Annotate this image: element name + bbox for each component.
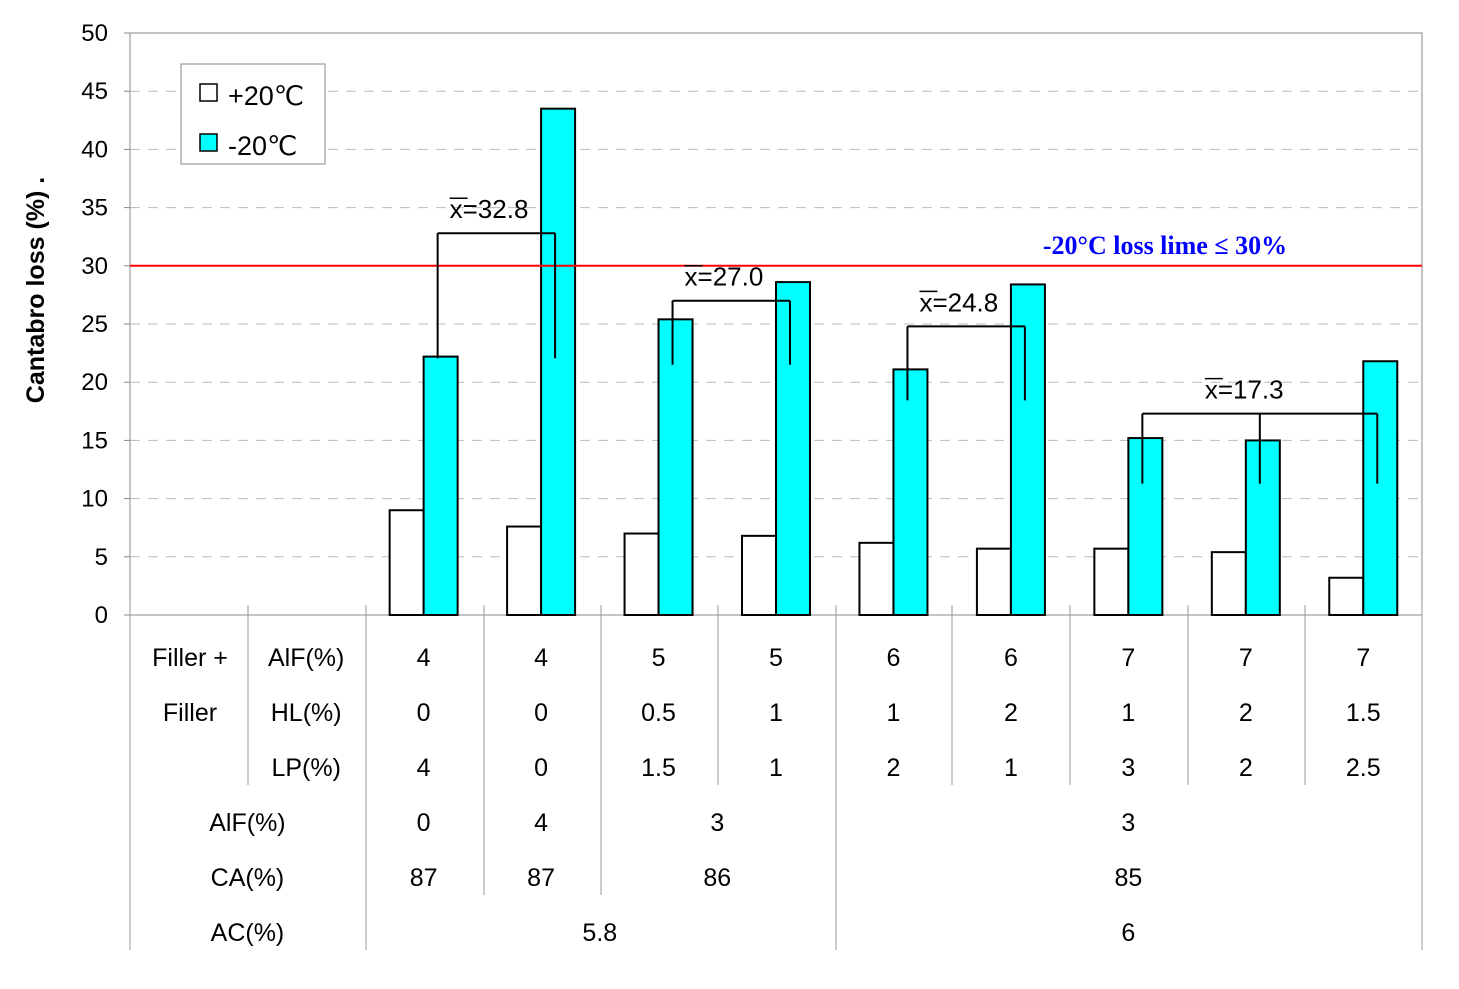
table-cell: 85 bbox=[1114, 864, 1142, 892]
table-cell: 4 bbox=[534, 809, 548, 837]
bar-plus20 bbox=[506, 525, 543, 617]
table-cell: 6 bbox=[1004, 644, 1018, 672]
y-tick-label: 35 bbox=[81, 195, 108, 222]
bar-plus20 bbox=[741, 534, 777, 617]
table-cell: 6 bbox=[1121, 919, 1135, 947]
mean-label: x=24.8 bbox=[919, 287, 998, 317]
bar-minus20 bbox=[775, 281, 811, 616]
y-tick-label: 50 bbox=[81, 20, 108, 47]
y-tick-label: 10 bbox=[81, 486, 108, 513]
y-tick-label: 5 bbox=[95, 544, 108, 571]
bar-minus20 bbox=[1244, 439, 1281, 616]
table-cell: 2 bbox=[887, 754, 901, 782]
table-cell: 86 bbox=[703, 864, 731, 892]
bar-plus20 bbox=[858, 541, 895, 616]
table-cell: 1 bbox=[887, 699, 901, 727]
bar-minus20 bbox=[1009, 283, 1046, 616]
table-cell: 0 bbox=[534, 699, 548, 727]
mean-label: x=27.0 bbox=[685, 262, 764, 292]
table-filler-label: Filler + bbox=[152, 644, 228, 672]
table-row-label: CA(%) bbox=[211, 864, 285, 892]
table-cell: 7 bbox=[1121, 644, 1135, 672]
table-row-label: HL(%) bbox=[271, 699, 342, 727]
table-cell: 2.5 bbox=[1346, 754, 1381, 782]
table-cell: 1.5 bbox=[1346, 699, 1381, 727]
legend-swatch bbox=[199, 133, 218, 152]
y-tick-label: 15 bbox=[81, 427, 108, 454]
table-cell: 6 bbox=[887, 644, 901, 672]
table-cell: 1 bbox=[769, 754, 783, 782]
table-cell: 5 bbox=[652, 644, 666, 672]
table-cell: 0 bbox=[417, 809, 431, 837]
mean-label: x=17.3 bbox=[1205, 375, 1284, 405]
table-row-label: AlF(%) bbox=[268, 644, 344, 672]
table-cell: 0.5 bbox=[641, 699, 676, 727]
legend-swatch bbox=[199, 83, 218, 102]
table-filler-label: Filler bbox=[163, 699, 217, 727]
bar-minus20 bbox=[422, 355, 459, 616]
mean-label: x=32.8 bbox=[450, 194, 529, 224]
table-cell: 0 bbox=[417, 699, 431, 727]
table-cell: 87 bbox=[527, 864, 555, 892]
table-cell: 1 bbox=[1121, 699, 1135, 727]
legend-label: -20℃ bbox=[228, 131, 297, 161]
table-row-label: LP(%) bbox=[271, 754, 340, 782]
table-cell: 1.5 bbox=[641, 754, 676, 782]
bar-plus20 bbox=[1210, 551, 1247, 616]
table-cell: 1 bbox=[769, 699, 783, 727]
table-cell: 87 bbox=[410, 864, 438, 892]
bar-plus20 bbox=[388, 509, 425, 616]
bar-minus20 bbox=[657, 318, 694, 616]
reference-line-label: -20°C loss lime ≤ 30% bbox=[1043, 231, 1287, 260]
legend-label: +20℃ bbox=[228, 81, 304, 111]
table-cell: 7 bbox=[1239, 644, 1253, 672]
table-cell: 2 bbox=[1239, 699, 1253, 727]
table-row-label: AC(%) bbox=[211, 919, 285, 947]
table-row-label: AlF(%) bbox=[209, 809, 285, 837]
table-cell: 4 bbox=[534, 644, 548, 672]
y-axis-label: Cantabro loss (%) . bbox=[22, 177, 50, 403]
table-cell: 2 bbox=[1004, 699, 1018, 727]
table-cell: 4 bbox=[417, 754, 431, 782]
table-cell: 4 bbox=[417, 644, 431, 672]
y-tick-label: 0 bbox=[95, 602, 108, 629]
table-cell: 7 bbox=[1356, 644, 1370, 672]
table-cell: 3 bbox=[1121, 754, 1135, 782]
bar-plus20 bbox=[1328, 576, 1365, 617]
table-cell: 5 bbox=[769, 644, 783, 672]
bar-minus20 bbox=[1127, 437, 1164, 616]
y-tick-label: 20 bbox=[81, 369, 108, 396]
bar-plus20 bbox=[1093, 547, 1130, 616]
table-cell: 3 bbox=[710, 809, 724, 837]
y-tick-label: 30 bbox=[81, 253, 108, 280]
table-cell: 3 bbox=[1121, 809, 1135, 837]
bar-plus20 bbox=[623, 532, 660, 617]
table-cell: 2 bbox=[1239, 754, 1253, 782]
table-cell: 0 bbox=[534, 754, 548, 782]
bar-minus20 bbox=[892, 368, 929, 616]
table-cell: 1 bbox=[1004, 754, 1018, 782]
table-cell: 5.8 bbox=[582, 919, 617, 947]
y-tick-label: 25 bbox=[81, 311, 108, 338]
y-tick-label: 40 bbox=[81, 136, 108, 163]
bar-plus20 bbox=[975, 547, 1012, 616]
bar-minus20 bbox=[540, 107, 577, 616]
y-tick-label: 45 bbox=[81, 78, 108, 105]
bar-minus20 bbox=[1362, 360, 1399, 616]
